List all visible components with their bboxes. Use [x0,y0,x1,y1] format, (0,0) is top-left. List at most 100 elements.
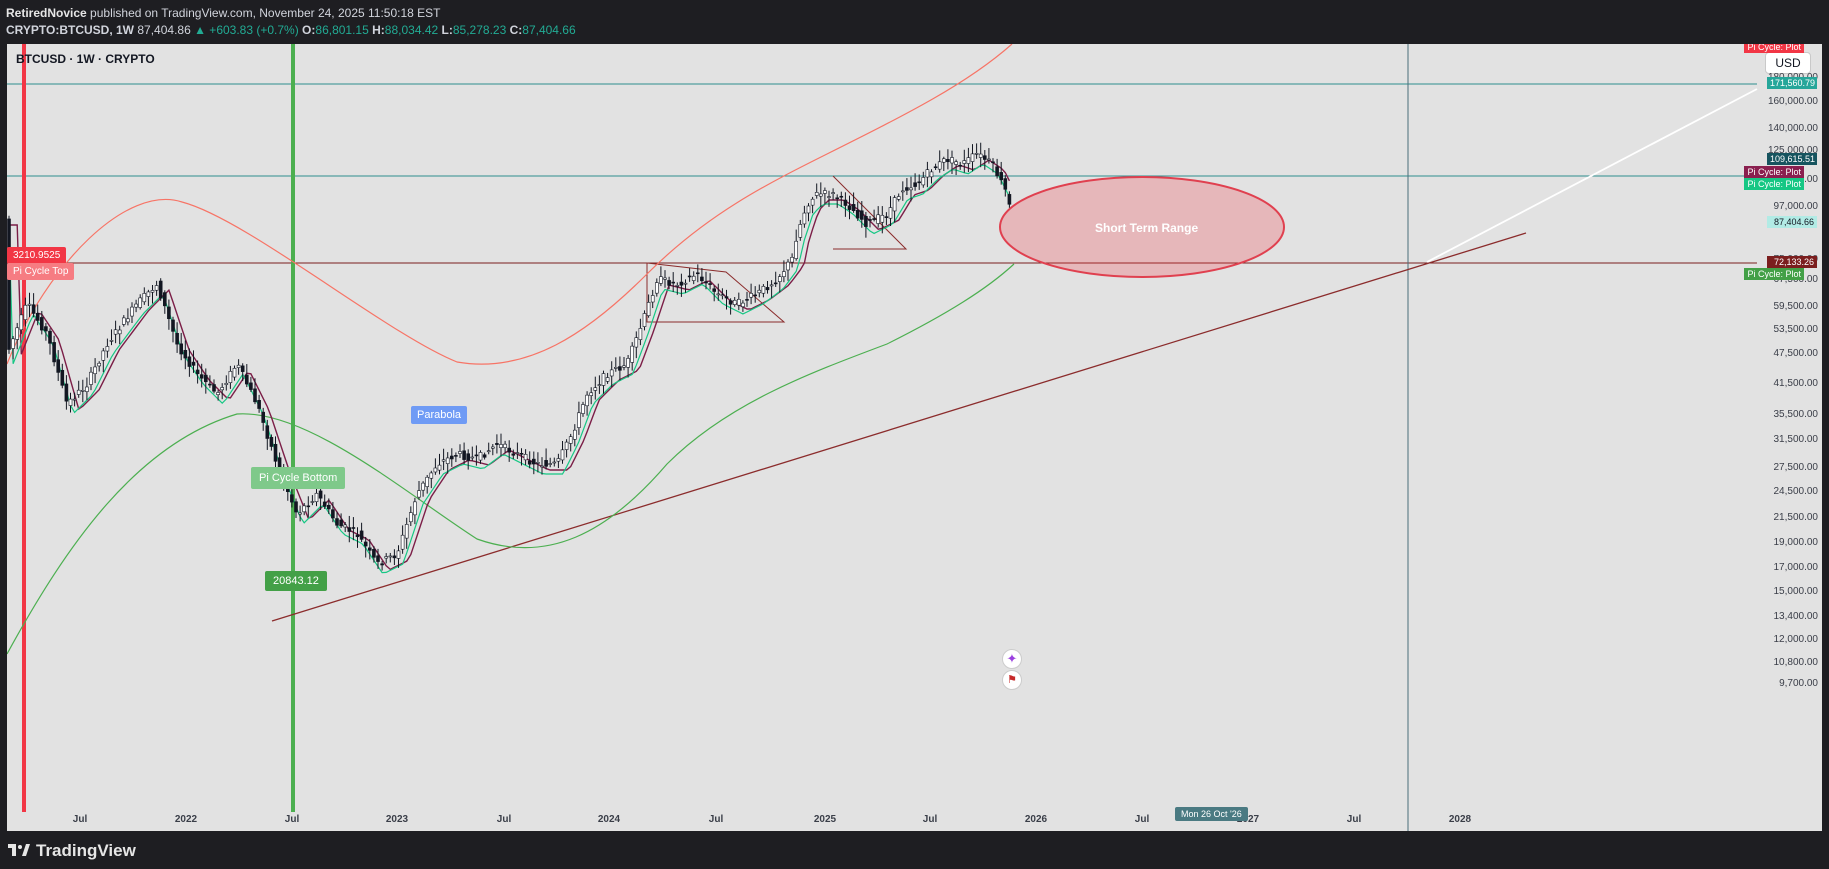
candle-body [511,453,516,456]
candle-body [872,218,876,220]
candle-body [933,166,938,169]
price-axis-tick: 41,500.00 [1773,378,1819,389]
currency-button[interactable]: USD [1765,52,1811,74]
tradingview-logo-icon [8,844,30,856]
candle-body [482,454,487,458]
candle-body [798,224,803,238]
pi-cycle-bottom-badge[interactable]: Pi Cycle Bottom [251,467,346,489]
candle-body [536,462,540,464]
candle-body [81,390,85,392]
candle-body [199,374,204,379]
candle-body [917,181,922,184]
pi-top-value-badge: 3210.9525 [7,247,67,264]
us-flag-icon[interactable]: ⚑ [1002,670,1022,690]
pi-cycle-top-badge[interactable]: Pi Cycle Top [7,263,75,280]
candle-body [204,374,208,383]
short-term-range-label: Short Term Range [1095,221,1199,235]
tradingview-logo[interactable]: TradingView [8,841,136,861]
candle-body [946,159,950,163]
parabola-badge[interactable]: Parabola [411,406,468,424]
candlestick-series[interactable] [7,142,1012,571]
candle-body [642,313,647,327]
open-label: O: [302,23,316,37]
support-trendline[interactable] [271,232,1527,622]
candle-body [507,447,512,453]
ticker-label: CRYPTO:BTCUSD, 1W [6,23,135,37]
candle-body [974,153,979,155]
candle-body [449,455,454,460]
candle-body [499,444,503,448]
price-axis-tick: 97,000.00 [1773,201,1819,212]
candle-body [650,295,655,303]
candle-body [138,297,142,308]
candle-body [109,340,114,342]
candle-body [732,299,737,305]
candle-body [966,157,971,164]
high-label: H: [372,23,385,37]
candle-body [134,303,138,308]
candle-body [220,387,224,391]
candle-body [101,350,106,361]
candle-body [712,288,717,292]
price-axis-tick: 31,500.00 [1773,434,1819,445]
candle-body [39,317,44,331]
candle-body [1007,194,1012,205]
ma-green-line[interactable] [8,164,1010,574]
price-axis-tick: 17,000.00 [1773,562,1819,573]
candle-body [527,460,532,465]
candle-body [183,349,188,359]
candle-body [913,182,917,187]
candle-body [982,155,987,160]
time-axis-tick: Jul [708,814,724,825]
candle-body [249,382,253,390]
candle-body [400,534,405,550]
price-axis-tick: 15,000.00 [1773,586,1819,597]
candle-body [831,192,835,194]
candle-body [999,172,1004,181]
candle-body [167,306,171,320]
time-axis-tick: 2024 [597,814,621,825]
brand-name: TradingView [36,841,136,860]
ohlc-line: CRYPTO:BTCUSD, 1W 87,404.86 ▲ +603.83 (+… [6,23,576,37]
candle-body [950,157,954,164]
candle-body [64,383,69,402]
low-label: L: [441,23,453,37]
candle-body [827,196,831,198]
candle-body [367,547,372,551]
candle-body [659,276,663,284]
candle-body [7,218,11,350]
event-sparkle-icon[interactable]: ✦ [1002,649,1022,669]
candle-body [355,534,360,538]
candle-body [544,460,548,467]
candle-body [466,453,471,461]
candle-body [179,343,183,355]
candle-body [646,302,651,316]
candle-body [585,394,589,407]
chart-area[interactable]: BTCUSD · 1W · CRYPTO USD Short Term Rang… [7,44,1822,831]
candle-body [880,214,885,223]
candle-body [97,362,101,367]
open-value: 86,801.15 [315,23,369,37]
candle-body [44,326,48,332]
candle-body [609,369,614,377]
ma-maroon-line[interactable] [9,159,1011,571]
candle-body [704,281,708,284]
time-axis-tick: 2023 [385,814,409,825]
price-axis-tick: 13,400.00 [1773,611,1819,622]
time-axis-tick: 2025 [813,814,837,825]
short-term-range-zone[interactable] [999,176,1285,278]
candle-body [675,285,680,287]
chart-canvas[interactable] [7,44,1822,831]
price-change: ▲ +603.83 (+0.7%) [194,23,299,37]
projection-line[interactable] [1426,88,1758,263]
candle-body [864,216,868,227]
candle-body [773,282,778,285]
candle-body [216,392,220,395]
lower-band-line[interactable] [7,263,1015,655]
triangle-pattern-2025[interactable] [832,175,908,250]
pi-plot-tag-maroon: Pi Cycle: Plot [1744,166,1804,178]
upper-band-line[interactable] [7,44,1013,365]
candle-body [245,374,249,385]
author-name[interactable]: RetiredNovice [6,6,87,20]
bottom-value-badge: 20843.12 [265,571,327,591]
